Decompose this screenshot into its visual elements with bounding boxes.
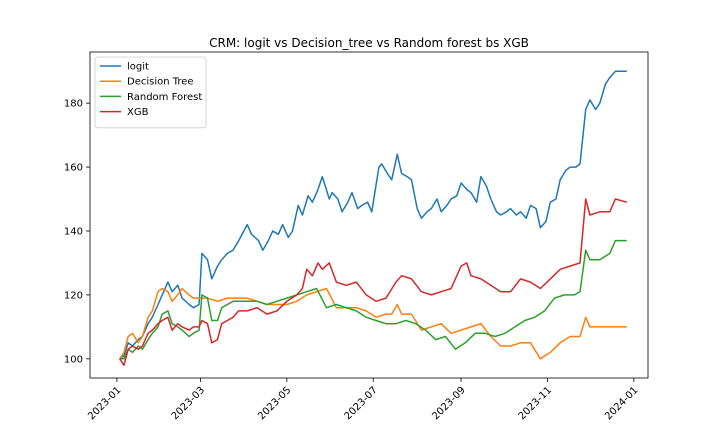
y-axis: 100 120 140 160 180 <box>64 99 90 365</box>
x-tick-label: 2023-01 <box>86 385 123 422</box>
y-tick-label: 160 <box>64 163 83 174</box>
legend-label: logit <box>127 62 149 73</box>
legend: logit Decision Tree Random Forest XGB <box>94 56 207 129</box>
x-tick-label: 2023-09 <box>430 385 467 422</box>
x-tick-label: 2023-07 <box>343 385 380 422</box>
series-line-3 <box>119 198 628 366</box>
series-line-0 <box>119 70 627 360</box>
y-tick-label: 180 <box>64 99 83 110</box>
y-tick-label: 100 <box>64 354 83 365</box>
legend-box <box>94 56 207 129</box>
y-tick-label: 140 <box>64 226 83 237</box>
legend-label: Decision Tree <box>127 77 194 88</box>
chart-title: CRM: logit vs Decision_tree vs Random fo… <box>209 36 529 50</box>
legend-label: XGB <box>127 107 149 118</box>
x-axis: 2023-01 2023-03 2023-05 2023-07 2023-09 2023-… <box>86 378 640 422</box>
series-line-1 <box>119 287 627 360</box>
x-tick-label: 2023-11 <box>517 385 554 422</box>
plot-frame <box>89 51 649 379</box>
x-tick-label: 2024-01 <box>603 385 640 422</box>
series-line-2 <box>119 239 627 360</box>
legend-label: Random Forest <box>127 92 202 103</box>
y-tick-label: 120 <box>64 290 83 301</box>
x-tick-label: 2023-03 <box>170 385 207 422</box>
x-tick-label: 2023-05 <box>256 385 293 422</box>
series-layer <box>119 70 628 366</box>
